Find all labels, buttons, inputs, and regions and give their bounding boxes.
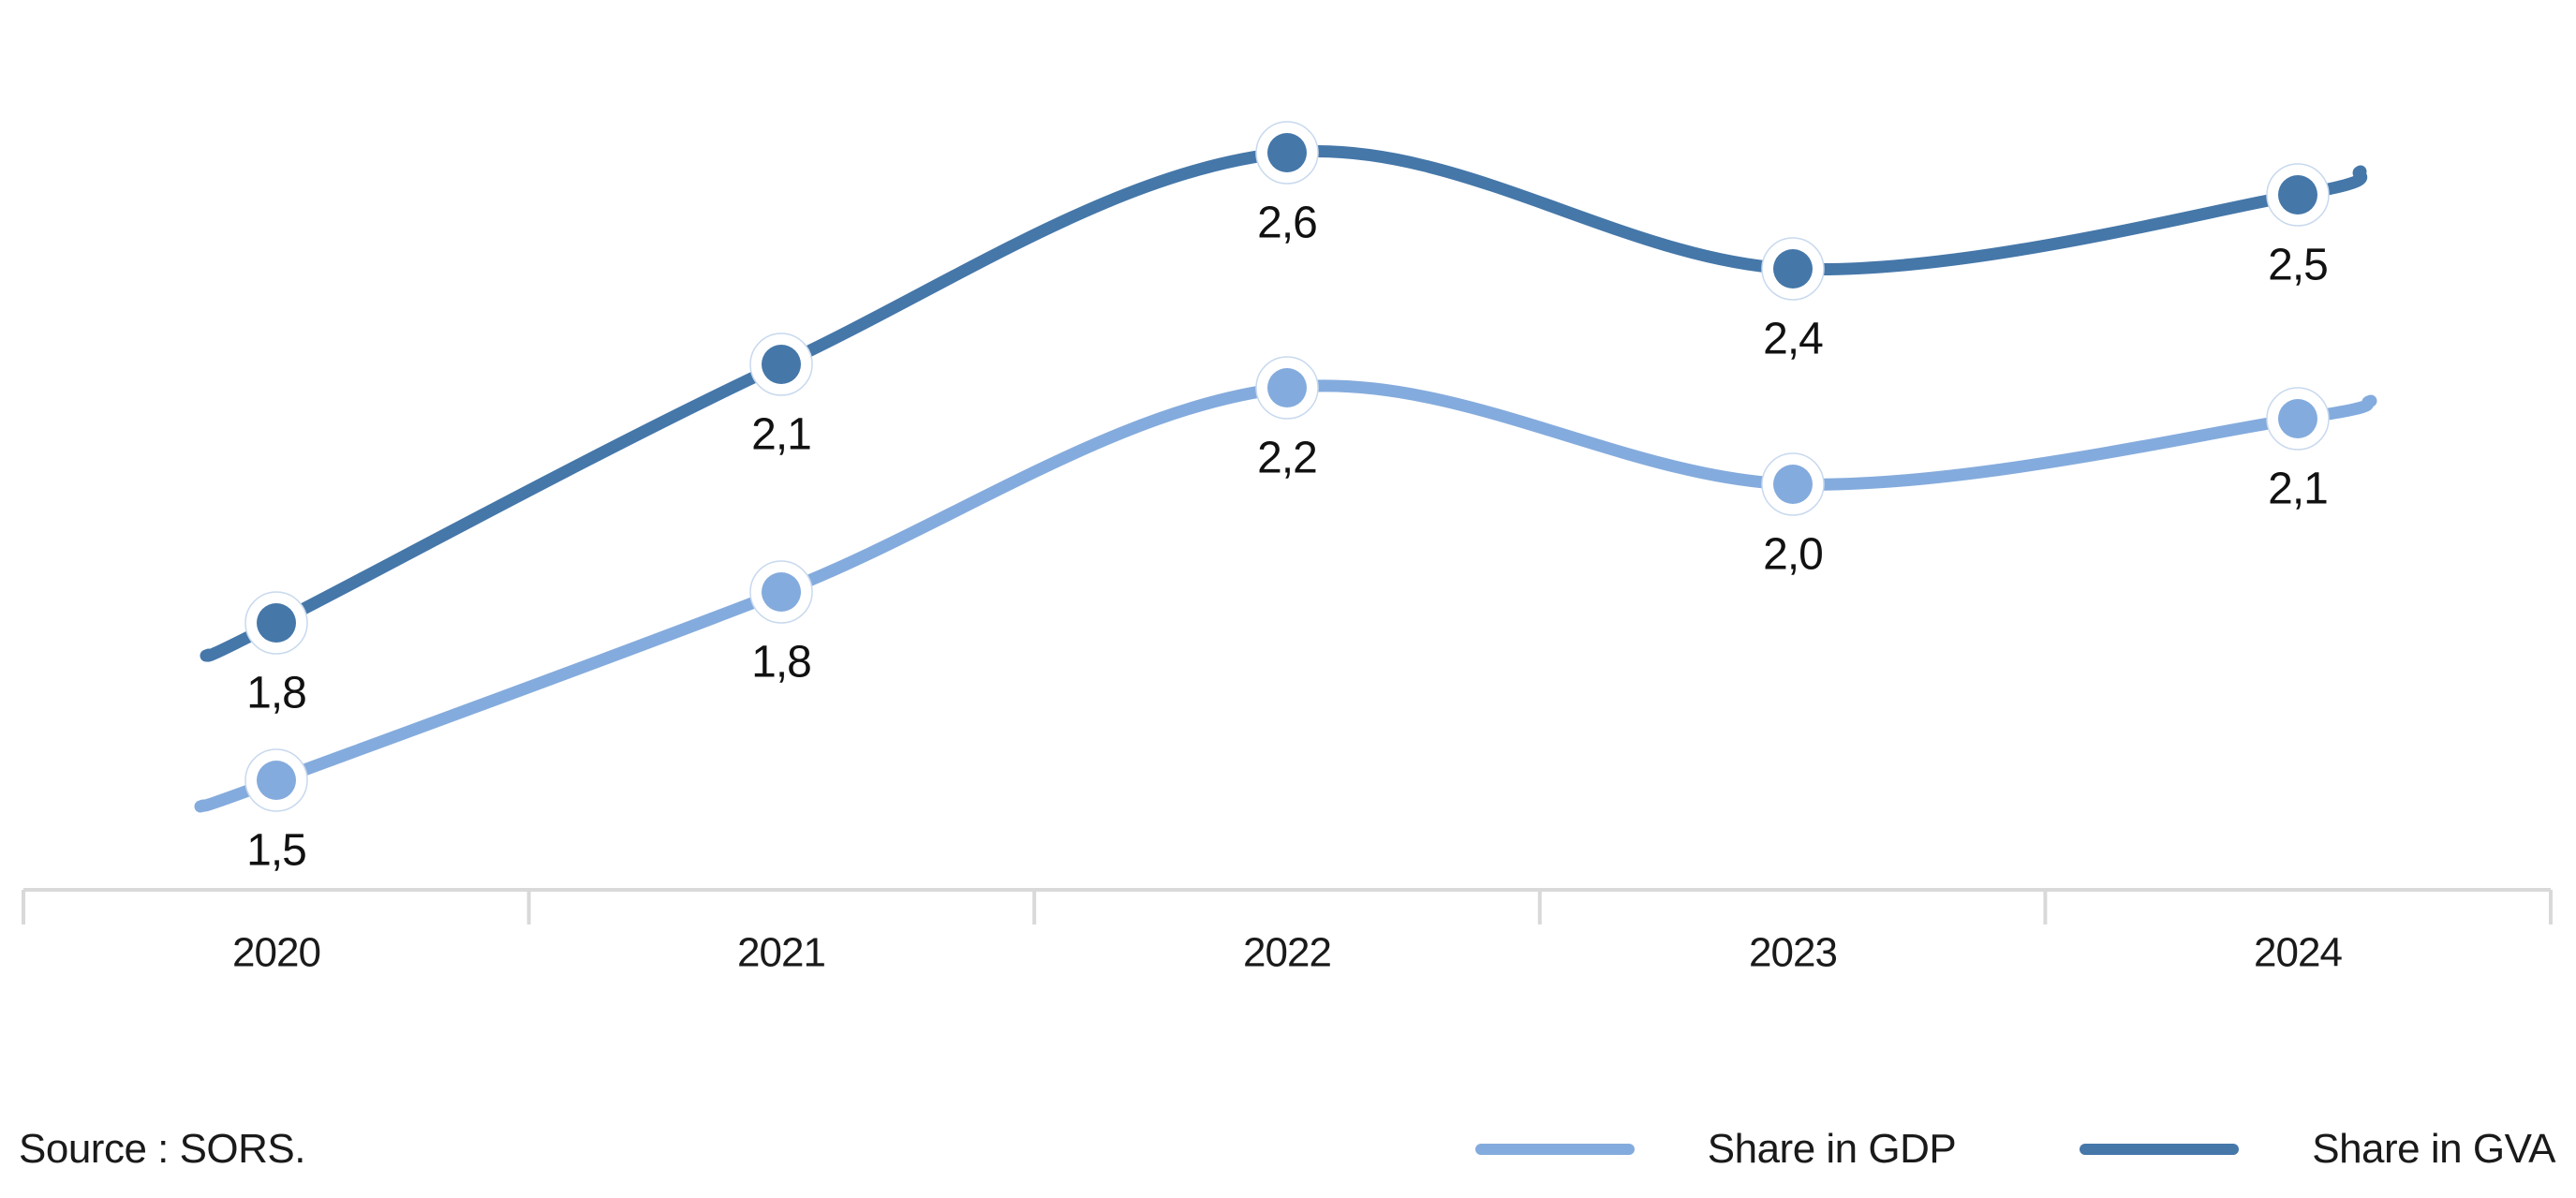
legend: Share in GDP Share in GVA bbox=[1474, 1126, 2555, 1172]
data-point-marker bbox=[1267, 133, 1307, 172]
x-axis-category-label: 2021 bbox=[737, 930, 825, 976]
data-point-marker bbox=[1773, 249, 1813, 288]
legend-swatch bbox=[2080, 1144, 2240, 1155]
data-point-marker bbox=[2278, 175, 2317, 214]
x-axis-category-label: 2024 bbox=[2254, 930, 2342, 976]
data-point-marker bbox=[2278, 399, 2317, 438]
source-note: Source : SORS. bbox=[19, 1126, 306, 1172]
data-point-label: 2,5 bbox=[2268, 241, 2328, 290]
data-point-marker bbox=[1267, 368, 1307, 407]
data-point-label: 2,4 bbox=[1763, 315, 1823, 364]
data-point-marker bbox=[762, 572, 801, 612]
x-axis-category-label: 2022 bbox=[1243, 930, 1331, 976]
data-point-label: 1,5 bbox=[246, 826, 306, 876]
data-point-marker bbox=[257, 603, 296, 643]
data-point-label: 2,6 bbox=[1257, 199, 1317, 248]
data-point-label: 2,1 bbox=[2268, 465, 2328, 514]
legend-label: Share in GDP bbox=[1707, 1126, 1957, 1172]
data-point-label: 1,8 bbox=[751, 638, 811, 688]
data-point-label: 1,8 bbox=[246, 669, 306, 718]
data-point-marker bbox=[257, 761, 296, 800]
legend-label: Share in GVA bbox=[2312, 1126, 2555, 1172]
legend-swatch bbox=[1474, 1144, 1635, 1155]
x-axis-category-label: 2020 bbox=[232, 930, 320, 976]
data-point-label: 2,0 bbox=[1763, 530, 1823, 580]
data-point-label: 2,2 bbox=[1257, 434, 1317, 483]
legend-item-share-in-gdp: Share in GDP bbox=[1474, 1126, 1957, 1172]
x-axis-category-label: 2023 bbox=[1749, 930, 1837, 976]
data-point-marker bbox=[762, 345, 801, 384]
data-point-marker bbox=[1773, 465, 1813, 504]
legend-item-share-in-gva: Share in GVA bbox=[2080, 1127, 2555, 1172]
data-point-label: 2,1 bbox=[751, 410, 811, 460]
